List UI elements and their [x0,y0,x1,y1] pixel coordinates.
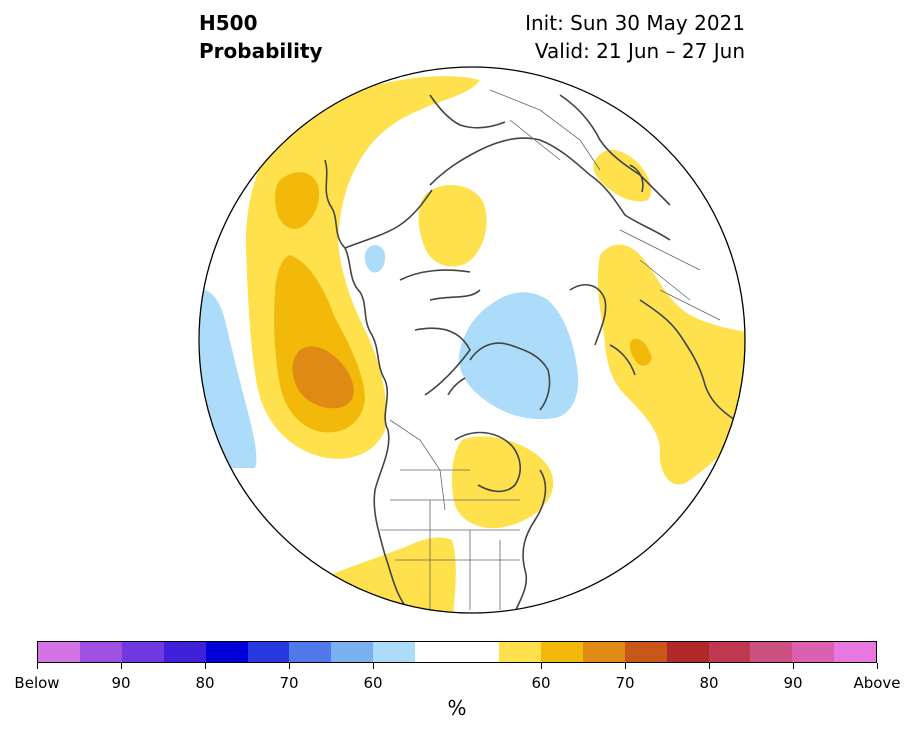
colorbar-tick-label: 70 [279,674,299,692]
coast-greenland [447,342,551,411]
coast-north-america-west [324,159,411,613]
colorbar-tick [36,663,38,669]
coastlines [324,94,736,613]
eurasia-borders [489,89,721,321]
map-boundary [198,66,746,614]
colorbar-tick [708,663,710,669]
colorbar-tick-label: 60 [531,674,551,692]
above-core-70-80 [292,346,354,409]
title-variable: H500 [199,11,258,35]
colorbar-segment [582,642,625,662]
colorbar-segment [792,642,835,662]
colorbar-unit-label: % [447,696,467,720]
colorbar-tick [624,663,626,669]
colorbar-tick [204,663,206,669]
colorbar-segment [247,642,290,662]
title-right: Init: Sun 30 May 2021 Valid: 21 Jun – 27… [525,9,745,65]
below-normal-50-60-regions [200,245,579,468]
coast-east-asia [559,94,671,206]
colorbar-segment [331,642,374,662]
coast-alaska-north [344,189,433,249]
colorbar-tick-label: 90 [783,674,803,692]
colorbar-segment [163,642,206,662]
colorbar-segment [415,642,458,662]
init-date: Init: Sun 30 May 2021 [525,11,745,35]
above-region-east-asia [593,149,652,202]
polar-map [198,66,746,614]
above-region-europe [597,244,745,485]
colorbar-segment [666,642,709,662]
colorbar-tick-label: 70 [615,674,635,692]
coast-scandinavia [569,284,636,376]
colorbar-segment [834,642,877,662]
coast-europe [639,299,736,421]
colorbar-segment [708,642,751,662]
colorbar-segment [121,642,164,662]
colorbar-segment [540,642,583,662]
colorbar-tick [288,663,290,669]
title-left: H500 Probability [199,9,323,65]
colorbar-segment [498,642,541,662]
colorbar-tick-label: 80 [699,674,719,692]
colorbar-tick [372,663,374,669]
colorbar-segment [289,642,332,662]
colorbar-tick-label: Above [853,674,901,692]
colorbar-segment [750,642,793,662]
colorbar-segment [79,642,122,662]
valid-range: Valid: 21 Jun – 27 Jun [534,39,745,63]
colorbar [37,641,877,663]
coast-east-north-america [514,469,547,613]
above-region-arctic [418,184,487,267]
colorbar-tick-label: Below [14,674,60,692]
colorbar-tick-label: 60 [363,674,383,692]
political-boundaries [380,89,721,610]
colorbar-segment [373,642,416,662]
colorbar-tick [876,663,878,669]
above-core-bering [275,172,320,229]
colorbar-tick [120,663,122,669]
colorbar-tick-label: 80 [195,674,215,692]
map-disc [199,67,745,613]
below-region-greenland [458,292,579,420]
coast-eurasia-north [429,137,671,241]
below-region-west-pacific [200,289,257,468]
below-region-hudson [364,245,386,273]
coast-arctic-canada [399,269,481,396]
colorbar-tick [540,663,542,669]
coast-hudson-bay [454,431,521,493]
colorbar-tick [792,663,794,669]
colorbar-segment [38,642,80,662]
above-core-europe [629,338,652,366]
us-state-lines [380,419,520,610]
above-region-canada [451,436,554,529]
colorbar-segment [624,642,667,662]
title-product: Probability [199,39,323,63]
coast-siberia [429,94,506,129]
colorbar-tick-label: 90 [111,674,131,692]
colorbar-segment [205,642,248,662]
colorbar-segment [457,642,499,662]
